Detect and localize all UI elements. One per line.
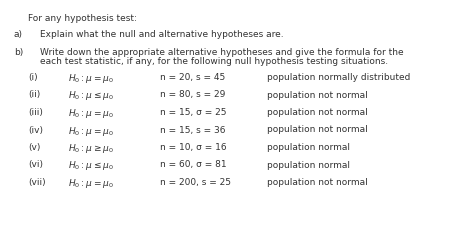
Text: Explain what the null and alternative hypotheses are.: Explain what the null and alternative hy… <box>40 30 283 39</box>
Text: each test statistic, if any, for the following null hypothesis testing situation: each test statistic, if any, for the fol… <box>40 57 388 66</box>
Text: (i): (i) <box>28 73 37 82</box>
Text: $H_0: \mu = \mu_0$: $H_0: \mu = \mu_0$ <box>68 72 114 85</box>
Text: a): a) <box>14 30 23 39</box>
Text: population normally distributed: population normally distributed <box>267 73 410 82</box>
Text: $H_0: \mu \leq \mu_0$: $H_0: \mu \leq \mu_0$ <box>68 90 114 102</box>
Text: population not normal: population not normal <box>267 125 368 134</box>
Text: $H_0: \mu \geq \mu_0$: $H_0: \mu \geq \mu_0$ <box>68 142 114 155</box>
Text: n = 200, s = 25: n = 200, s = 25 <box>160 178 231 187</box>
Text: population not normal: population not normal <box>267 108 368 117</box>
Text: $H_0: \mu = \mu_0$: $H_0: \mu = \mu_0$ <box>68 177 114 190</box>
Text: n = 60, σ = 81: n = 60, σ = 81 <box>160 160 227 169</box>
Text: n = 15, σ = 25: n = 15, σ = 25 <box>160 108 227 117</box>
Text: population normal: population normal <box>267 160 350 169</box>
Text: population not normal: population not normal <box>267 91 368 99</box>
Text: $H_0: \mu \leq \mu_0$: $H_0: \mu \leq \mu_0$ <box>68 159 114 173</box>
Text: (vii): (vii) <box>28 178 46 187</box>
Text: (vi): (vi) <box>28 160 43 169</box>
Text: (v): (v) <box>28 143 40 152</box>
Text: $H_0: \mu = \mu_0$: $H_0: \mu = \mu_0$ <box>68 107 114 120</box>
Text: $H_0: \mu = \mu_0$: $H_0: \mu = \mu_0$ <box>68 124 114 137</box>
Text: n = 20, s = 45: n = 20, s = 45 <box>160 73 225 82</box>
Text: n = 10, σ = 16: n = 10, σ = 16 <box>160 143 227 152</box>
Text: b): b) <box>14 48 23 57</box>
Text: n = 15, s = 36: n = 15, s = 36 <box>160 125 226 134</box>
Text: (iv): (iv) <box>28 125 43 134</box>
Text: For any hypothesis test:: For any hypothesis test: <box>28 14 137 23</box>
Text: (iii): (iii) <box>28 108 43 117</box>
Text: (ii): (ii) <box>28 91 40 99</box>
Text: Write down the appropriate alternative hypotheses and give the formula for the: Write down the appropriate alternative h… <box>40 48 404 57</box>
Text: n = 80, s = 29: n = 80, s = 29 <box>160 91 225 99</box>
Text: population not normal: population not normal <box>267 178 368 187</box>
Text: population normal: population normal <box>267 143 350 152</box>
